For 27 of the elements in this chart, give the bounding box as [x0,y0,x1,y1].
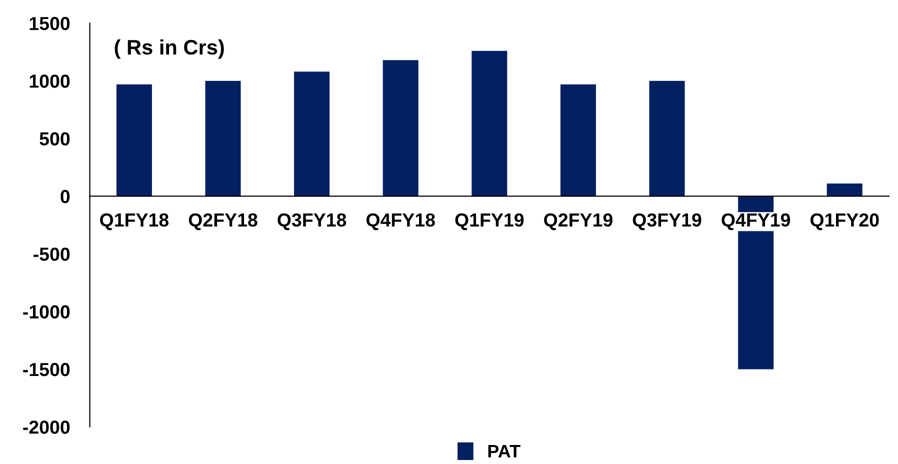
x-tick-label: Q1FY18 [100,213,169,230]
y-tick-label: -1000 [23,305,70,319]
bar [205,80,241,196]
x-tick-label: Q4FY19 [722,213,790,230]
x-tick-label: Q4FY18 [366,213,435,230]
x-tick-label: Q2FY19 [544,213,612,230]
x-tick-label: Q1FY19 [455,213,524,230]
x-tick-label: Q1FY20 [810,213,879,230]
y-tick-label: -2000 [23,420,70,434]
bar [649,80,685,196]
annotation: ( Rs in Crs) [114,39,224,59]
y-tick-label: 1500 [30,16,70,30]
bar [826,184,862,196]
y-tick-label: -1500 [23,362,70,376]
legend-label: PAT [488,444,520,458]
y-tick-label: 500 [40,132,70,146]
bar [294,72,330,196]
x-tick-label: Q3FY19 [632,213,702,230]
y-tick-label: -500 [34,248,70,261]
y-tick-label: 1000 [30,74,70,88]
bar [560,84,596,196]
bar [472,50,508,196]
x-tick-label: Q2FY18 [188,213,258,230]
x-tick-label: Q3FY18 [278,213,346,230]
y-tick-label: 0 [60,190,70,204]
bar [382,60,418,196]
bar [116,84,152,196]
